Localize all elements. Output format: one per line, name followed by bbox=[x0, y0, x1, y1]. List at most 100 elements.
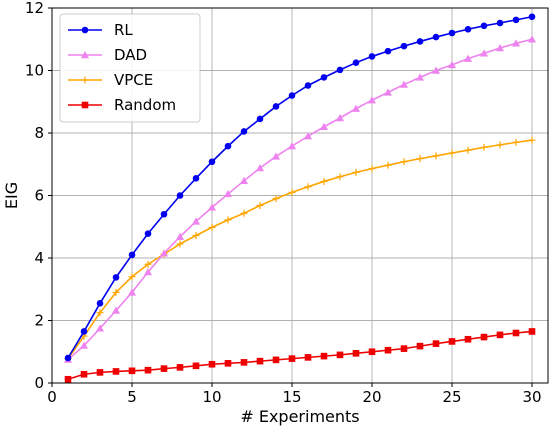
legend-label-dad: DAD bbox=[114, 46, 147, 64]
data-point-rl bbox=[416, 38, 424, 45]
data-point-random bbox=[240, 359, 248, 366]
legend-item-vpce: VPCE bbox=[68, 71, 153, 89]
data-point-random bbox=[336, 351, 344, 359]
data-point-dad bbox=[352, 104, 360, 112]
series-line-random bbox=[67, 330, 533, 381]
data-point-rl bbox=[208, 158, 216, 166]
data-point-rl bbox=[368, 53, 376, 60]
y-tick-label: 12 bbox=[25, 0, 44, 17]
y-tick-label: 4 bbox=[34, 249, 44, 267]
data-point-dad bbox=[192, 217, 200, 225]
data-point-rl bbox=[400, 42, 408, 50]
data-point-rl bbox=[224, 142, 232, 150]
data-point-dad bbox=[288, 142, 296, 150]
data-point-random bbox=[144, 366, 152, 374]
x-tick-label: 10 bbox=[202, 388, 221, 406]
legend-marker-rl bbox=[81, 26, 89, 34]
data-point-rl bbox=[496, 19, 504, 27]
series-layer bbox=[64, 13, 536, 383]
data-point-rl bbox=[304, 82, 312, 89]
y-tick-label: 6 bbox=[34, 187, 44, 205]
data-point-dad bbox=[400, 80, 408, 88]
data-point-rl bbox=[352, 59, 360, 66]
series-line-vpce bbox=[67, 139, 533, 360]
data-point-random bbox=[288, 355, 296, 362]
data-point-random bbox=[208, 360, 216, 368]
data-point-vpce bbox=[128, 273, 136, 281]
data-point-random bbox=[384, 346, 392, 354]
data-point-vpce bbox=[288, 188, 296, 196]
series-line-dad bbox=[67, 38, 533, 361]
data-point-vpce bbox=[96, 309, 104, 317]
data-point-random bbox=[128, 367, 136, 375]
data-point-dad bbox=[416, 73, 424, 81]
data-point-random bbox=[112, 368, 120, 375]
data-point-random bbox=[464, 335, 472, 343]
data-point-vpce bbox=[480, 143, 488, 151]
data-point-vpce bbox=[256, 202, 264, 209]
data-point-rl bbox=[320, 74, 328, 81]
data-point-vpce bbox=[528, 136, 536, 144]
data-point-vpce bbox=[496, 141, 504, 149]
data-point-vpce bbox=[352, 168, 360, 176]
data-point-dad bbox=[480, 49, 488, 57]
series-dad bbox=[64, 35, 536, 363]
data-point-vpce bbox=[464, 146, 472, 154]
legend-item-random: Random bbox=[68, 96, 176, 114]
data-point-dad bbox=[336, 114, 344, 122]
data-point-vpce bbox=[112, 288, 120, 296]
legend-label-random: Random bbox=[114, 96, 176, 114]
data-point-dad bbox=[528, 35, 536, 43]
data-point-rl bbox=[384, 47, 392, 55]
data-point-vpce bbox=[176, 240, 184, 248]
data-point-rl bbox=[96, 300, 104, 307]
data-point-random bbox=[160, 365, 168, 372]
data-point-dad bbox=[240, 176, 248, 185]
data-point-random bbox=[496, 331, 504, 339]
data-point-dad bbox=[112, 306, 120, 314]
x-tick-label: 0 bbox=[47, 388, 57, 406]
data-point-dad bbox=[256, 164, 264, 172]
legend-item-rl: RL bbox=[68, 21, 133, 39]
data-point-rl bbox=[176, 192, 184, 199]
data-point-rl bbox=[160, 210, 168, 218]
data-point-rl bbox=[64, 354, 72, 362]
data-point-rl bbox=[272, 103, 280, 110]
y-tick-label: 10 bbox=[25, 62, 44, 80]
data-point-rl bbox=[432, 33, 440, 41]
data-point-vpce bbox=[512, 138, 520, 146]
series-random bbox=[64, 328, 536, 383]
legend-label-vpce: VPCE bbox=[114, 71, 153, 89]
legend-marker-dad bbox=[81, 51, 89, 59]
data-point-random bbox=[272, 356, 280, 364]
data-point-dad bbox=[448, 60, 456, 69]
data-point-vpce bbox=[224, 216, 232, 224]
x-tick-label: 25 bbox=[442, 388, 461, 406]
data-point-dad bbox=[224, 189, 232, 198]
data-point-random bbox=[80, 370, 88, 378]
data-point-random bbox=[512, 329, 520, 337]
data-point-random bbox=[368, 348, 376, 356]
data-point-random bbox=[256, 357, 264, 365]
data-point-vpce bbox=[448, 149, 456, 157]
data-point-rl bbox=[512, 16, 520, 24]
y-axis-label: EIG bbox=[2, 182, 21, 209]
legend-item-dad: DAD bbox=[68, 46, 147, 64]
data-point-random bbox=[64, 375, 72, 383]
data-point-vpce bbox=[384, 161, 392, 169]
data-point-random bbox=[432, 340, 440, 347]
y-tick-label: 8 bbox=[34, 124, 44, 142]
x-tick-label: 30 bbox=[522, 388, 541, 406]
data-point-vpce bbox=[432, 152, 440, 160]
data-point-dad bbox=[464, 54, 472, 62]
data-point-dad bbox=[384, 88, 392, 96]
data-point-random bbox=[192, 362, 200, 370]
data-point-random bbox=[480, 333, 488, 341]
data-point-dad bbox=[96, 324, 104, 332]
data-point-dad bbox=[272, 152, 280, 160]
data-point-vpce bbox=[336, 173, 344, 181]
data-point-vpce bbox=[272, 195, 280, 203]
data-point-dad bbox=[80, 341, 88, 349]
ticks: 0 5 10 15 20 25 30 0 2 4 6 8 10 12 bbox=[25, 0, 542, 406]
